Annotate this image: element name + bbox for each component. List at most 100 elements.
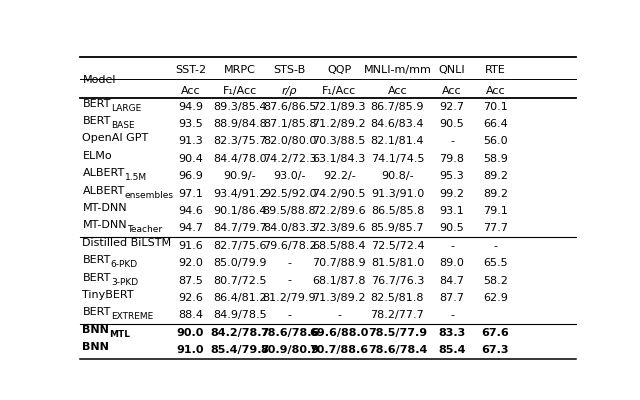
Text: 90.5: 90.5 bbox=[440, 223, 465, 233]
Text: 91.3/91.0: 91.3/91.0 bbox=[371, 188, 424, 198]
Text: 90.1/86.4: 90.1/86.4 bbox=[213, 206, 267, 216]
Text: 87.1/85.8: 87.1/85.8 bbox=[263, 119, 316, 129]
Text: BNN: BNN bbox=[83, 342, 109, 352]
Text: ELMo: ELMo bbox=[83, 151, 112, 161]
Text: 70.7/88.6: 70.7/88.6 bbox=[310, 345, 369, 355]
Text: 76.7/76.3: 76.7/76.3 bbox=[371, 276, 424, 286]
Text: 85.4: 85.4 bbox=[438, 345, 466, 355]
Text: 94.9: 94.9 bbox=[178, 102, 203, 112]
Text: 72.5/72.4: 72.5/72.4 bbox=[371, 241, 424, 251]
Text: 88.4: 88.4 bbox=[178, 310, 203, 320]
Text: 84.4/78.0: 84.4/78.0 bbox=[213, 154, 267, 164]
Text: RTE: RTE bbox=[485, 64, 506, 74]
Text: 91.6: 91.6 bbox=[178, 241, 203, 251]
Text: 70.1: 70.1 bbox=[483, 102, 508, 112]
Text: BERT: BERT bbox=[83, 116, 111, 126]
Text: MT-DNN: MT-DNN bbox=[83, 220, 127, 230]
Text: 80.7/72.5: 80.7/72.5 bbox=[213, 276, 267, 286]
Text: 91.0: 91.0 bbox=[177, 345, 204, 355]
Text: 74.1/74.5: 74.1/74.5 bbox=[371, 154, 424, 164]
Text: 93.1: 93.1 bbox=[440, 206, 465, 216]
Text: 83.3: 83.3 bbox=[438, 328, 466, 338]
Text: 92.5/92.0: 92.5/92.0 bbox=[263, 188, 316, 198]
Text: 84.7: 84.7 bbox=[440, 276, 465, 286]
Text: 82.1/81.4: 82.1/81.4 bbox=[371, 136, 424, 146]
Text: EXTREME: EXTREME bbox=[111, 312, 153, 321]
Text: BERT: BERT bbox=[83, 255, 111, 265]
Text: 62.9: 62.9 bbox=[483, 293, 508, 303]
Text: 87.5: 87.5 bbox=[178, 276, 203, 286]
Text: BERT: BERT bbox=[83, 272, 111, 282]
Text: 90.8/-: 90.8/- bbox=[381, 171, 413, 181]
Text: 78.6/78.6: 78.6/78.6 bbox=[260, 328, 319, 338]
Text: MRPC: MRPC bbox=[224, 64, 256, 74]
Text: LARGE: LARGE bbox=[111, 104, 141, 112]
Text: 58.2: 58.2 bbox=[483, 276, 508, 286]
Text: 63.1/84.3: 63.1/84.3 bbox=[312, 154, 366, 164]
Text: 88.9/84.8: 88.9/84.8 bbox=[213, 119, 267, 129]
Text: 84.7/79.7: 84.7/79.7 bbox=[213, 223, 267, 233]
Text: 71.3/89.2: 71.3/89.2 bbox=[312, 293, 366, 303]
Text: 78.5/77.9: 78.5/77.9 bbox=[368, 328, 427, 338]
Text: MT-DNN: MT-DNN bbox=[83, 203, 127, 213]
Text: 82.0/80.0: 82.0/80.0 bbox=[263, 136, 316, 146]
Text: 92.0: 92.0 bbox=[178, 258, 203, 268]
Text: 84.2/78.7: 84.2/78.7 bbox=[211, 328, 269, 338]
Text: 91.3: 91.3 bbox=[178, 136, 203, 146]
Text: 92.2/-: 92.2/- bbox=[323, 171, 356, 181]
Text: Teacher: Teacher bbox=[127, 225, 162, 234]
Text: ensembles: ensembles bbox=[125, 190, 173, 200]
Text: 78.6/78.4: 78.6/78.4 bbox=[368, 345, 427, 355]
Text: 71.2/89.2: 71.2/89.2 bbox=[312, 119, 366, 129]
Text: 74.2/90.5: 74.2/90.5 bbox=[312, 188, 366, 198]
Text: 92.6: 92.6 bbox=[178, 293, 203, 303]
Text: 1.5M: 1.5M bbox=[125, 173, 147, 182]
Text: 89.5/88.8: 89.5/88.8 bbox=[263, 206, 316, 216]
Text: 93.4/91.2: 93.4/91.2 bbox=[213, 188, 267, 198]
Text: ALBERT: ALBERT bbox=[83, 168, 125, 178]
Text: OpenAI GPT: OpenAI GPT bbox=[83, 133, 148, 143]
Text: 85.4/79.7: 85.4/79.7 bbox=[211, 345, 269, 355]
Text: 68.1/87.8: 68.1/87.8 bbox=[312, 276, 366, 286]
Text: 85.9/85.7: 85.9/85.7 bbox=[371, 223, 424, 233]
Text: MNLI-m/mm: MNLI-m/mm bbox=[364, 64, 431, 74]
Text: Acc: Acc bbox=[486, 86, 505, 96]
Text: -: - bbox=[287, 310, 292, 320]
Text: -: - bbox=[493, 241, 497, 251]
Text: -: - bbox=[337, 310, 341, 320]
Text: 86.5/85.8: 86.5/85.8 bbox=[371, 206, 424, 216]
Text: 81.2/79.9: 81.2/79.9 bbox=[263, 293, 316, 303]
Text: 97.1: 97.1 bbox=[178, 188, 203, 198]
Text: 81.5/81.0: 81.5/81.0 bbox=[371, 258, 424, 268]
Text: SST-2: SST-2 bbox=[175, 64, 206, 74]
Text: 58.9: 58.9 bbox=[483, 154, 508, 164]
Text: STS-B: STS-B bbox=[273, 64, 306, 74]
Text: 72.3/89.6: 72.3/89.6 bbox=[312, 223, 366, 233]
Text: 67.6: 67.6 bbox=[481, 328, 509, 338]
Text: -: - bbox=[287, 276, 292, 286]
Text: -: - bbox=[450, 136, 454, 146]
Text: ALBERT: ALBERT bbox=[83, 186, 125, 196]
Text: 94.7: 94.7 bbox=[178, 223, 203, 233]
Text: Acc: Acc bbox=[180, 86, 200, 96]
Text: 6-PKD: 6-PKD bbox=[111, 260, 138, 269]
Text: 93.5: 93.5 bbox=[178, 119, 203, 129]
Text: 70.3/88.5: 70.3/88.5 bbox=[312, 136, 366, 146]
Text: 67.3: 67.3 bbox=[482, 345, 509, 355]
Text: 84.0/83.3: 84.0/83.3 bbox=[263, 223, 316, 233]
Text: QQP: QQP bbox=[327, 64, 351, 74]
Text: 79.8: 79.8 bbox=[440, 154, 465, 164]
Text: TinyBERT: TinyBERT bbox=[83, 290, 134, 300]
Text: 56.0: 56.0 bbox=[483, 136, 508, 146]
Text: 87.7: 87.7 bbox=[440, 293, 465, 303]
Text: Acc: Acc bbox=[442, 86, 462, 96]
Text: 80.9/80.9: 80.9/80.9 bbox=[260, 345, 319, 355]
Text: 86.7/85.9: 86.7/85.9 bbox=[371, 102, 424, 112]
Text: Model: Model bbox=[83, 75, 116, 85]
Text: 84.6/83.4: 84.6/83.4 bbox=[371, 119, 424, 129]
Text: 95.3: 95.3 bbox=[440, 171, 465, 181]
Text: BERT: BERT bbox=[83, 307, 111, 317]
Text: Acc: Acc bbox=[388, 86, 407, 96]
Text: -: - bbox=[287, 258, 292, 268]
Text: 90.0: 90.0 bbox=[177, 328, 204, 338]
